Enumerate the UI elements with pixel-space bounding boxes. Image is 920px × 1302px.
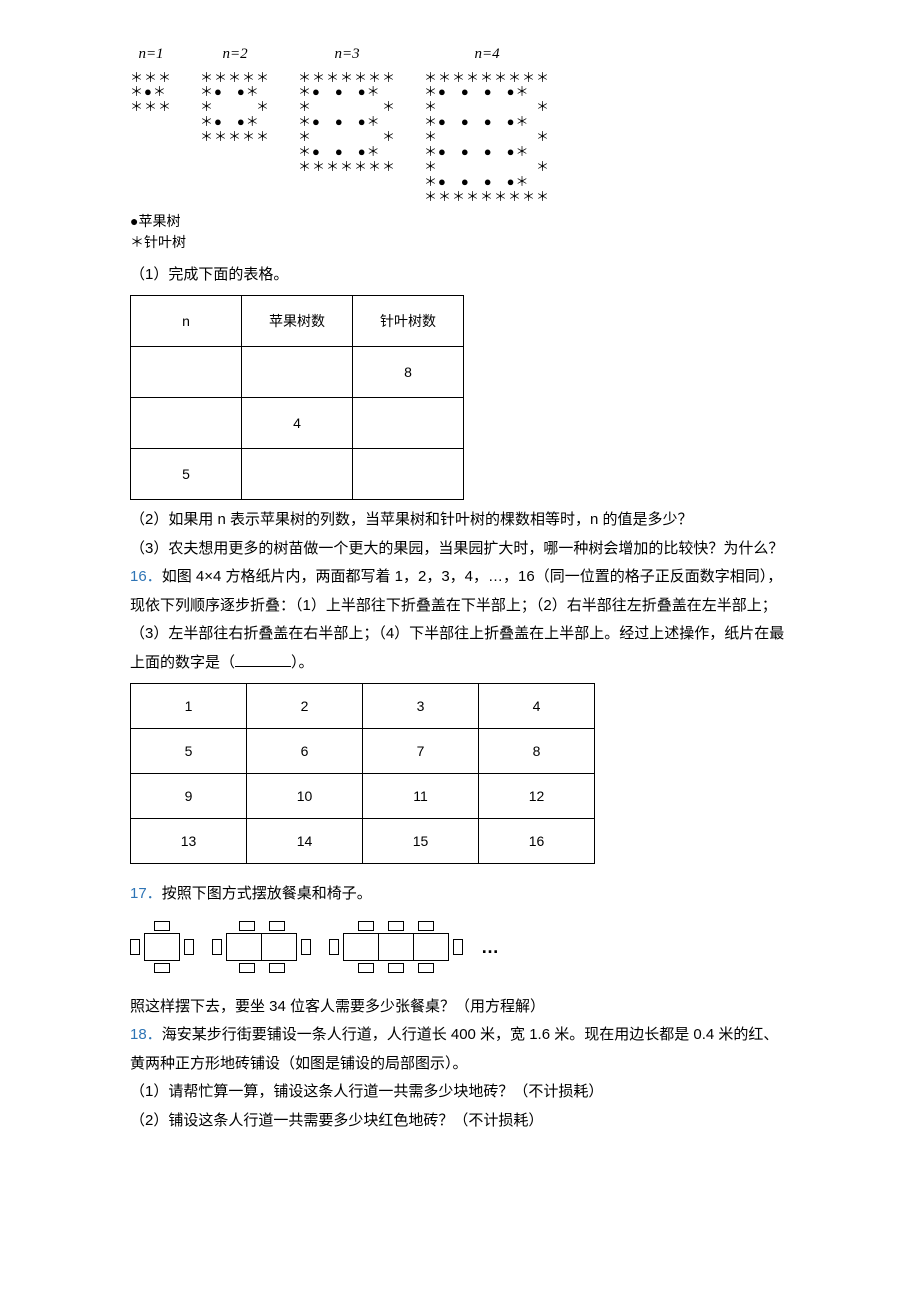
grid-cell: 16 xyxy=(479,819,595,864)
legend: ●苹果树 ＊针叶树 xyxy=(130,211,790,253)
q15-p1: （1）完成下面的表格。 xyxy=(130,261,790,290)
chair-icon xyxy=(358,921,374,931)
chair-icon xyxy=(239,921,255,931)
tree-block-2: n=2 ＊＊＊＊＊ ＊● ●＊ ＊ ＊ ＊● ●＊ ＊＊＊＊＊ xyxy=(200,40,270,145)
chair-icon xyxy=(154,963,170,973)
q18-p1: （1）请帮忙算一算，铺设这条人行道一共需多少块地砖？（不计损耗） xyxy=(130,1078,790,1107)
tree-block-4: n=4 ＊＊＊＊＊＊＊＊＊ ＊● ● ● ●＊ ＊ ＊ ＊● ● ● ●＊ ＊ … xyxy=(424,40,550,205)
table-cell: 5 xyxy=(131,449,242,500)
table-cell xyxy=(242,449,353,500)
grid-cell: 1 xyxy=(131,684,247,729)
grid-cell: 10 xyxy=(247,774,363,819)
chair-icon xyxy=(418,963,434,973)
grid-cell: 7 xyxy=(363,729,479,774)
table-header: n xyxy=(131,296,242,347)
chair-icon xyxy=(453,939,463,955)
q18-p2: （2）铺设这条人行道一共需要多少块红色地砖？（不计损耗） xyxy=(130,1107,790,1136)
table-header: 针叶树数 xyxy=(353,296,464,347)
n-label: n=2 xyxy=(222,40,247,69)
q18-num: 18． xyxy=(130,1026,162,1043)
tree-block-1: n=1 ＊＊＊ ＊●＊ ＊＊＊ xyxy=(130,40,172,115)
grid-cell: 3 xyxy=(363,684,479,729)
ellipsis-icon: … xyxy=(481,930,499,964)
chair-icon xyxy=(130,939,140,955)
n-label: n=1 xyxy=(138,40,163,69)
table-cell xyxy=(353,398,464,449)
q16-text: 16．如图 4×4 方格纸片内，两面都写着 1，2，3，4，…，16（同一位置的… xyxy=(130,563,790,677)
chair-icon xyxy=(269,921,285,931)
grid-cell: 11 xyxy=(363,774,479,819)
grid-cell: 4 xyxy=(479,684,595,729)
q15-table: n 苹果树数 针叶树数 8 4 5 xyxy=(130,295,464,500)
grid-cell: 5 xyxy=(131,729,247,774)
chair-icon xyxy=(212,939,222,955)
table-header: 苹果树数 xyxy=(242,296,353,347)
blank-line xyxy=(235,651,291,667)
tree-grid: ＊＊＊ ＊●＊ ＊＊＊ xyxy=(130,71,172,116)
table-cell xyxy=(131,347,242,398)
chair-icon xyxy=(418,921,434,931)
q16-body-a: 如图 4×4 方格纸片内，两面都写着 1，2，3，4，…，16（同一位置的格子正… xyxy=(130,568,784,671)
table-icon xyxy=(144,933,180,961)
q16-grid: 1 2 3 4 5 6 7 8 9 10 11 12 13 14 15 16 xyxy=(130,683,595,864)
grid-cell: 13 xyxy=(131,819,247,864)
grid-cell: 8 xyxy=(479,729,595,774)
q16-body-b: ）。 xyxy=(291,654,314,671)
grid-cell: 9 xyxy=(131,774,247,819)
tree-grid: ＊＊＊＊＊＊＊ ＊● ● ●＊ ＊ ＊ ＊● ● ●＊ ＊ ＊ ＊● ● ●＊ … xyxy=(298,71,396,176)
q17-num: 17． xyxy=(130,885,162,902)
chair-icon xyxy=(154,921,170,931)
tree-grid: ＊＊＊＊＊＊＊＊＊ ＊● ● ● ●＊ ＊ ＊ ＊● ● ● ●＊ ＊ ＊ ＊●… xyxy=(424,71,550,205)
q17-body: 按照下图方式摆放餐桌和椅子。 xyxy=(162,885,372,902)
q17-text: 17．按照下图方式摆放餐桌和椅子。 xyxy=(130,880,790,909)
table-icon xyxy=(226,933,297,961)
grid-cell: 12 xyxy=(479,774,595,819)
chair-icon xyxy=(184,939,194,955)
chair-icon xyxy=(358,963,374,973)
tree-block-3: n=3 ＊＊＊＊＊＊＊ ＊● ● ●＊ ＊ ＊ ＊● ● ●＊ ＊ ＊ ＊● ●… xyxy=(298,40,396,175)
table-icon xyxy=(343,933,449,961)
grid-cell: 2 xyxy=(247,684,363,729)
chair-set xyxy=(130,919,194,975)
grid-cell: 15 xyxy=(363,819,479,864)
table-cell: 4 xyxy=(242,398,353,449)
q17-question: 照这样摆下去，要坐 34 位客人需要多少张餐桌？（用方程解） xyxy=(130,993,790,1022)
table-cell: 8 xyxy=(353,347,464,398)
n-label: n=4 xyxy=(474,40,499,69)
q18-body: 海安某步行街要铺设一条人行道，人行道长 400 米，宽 1.6 米。现在用边长都… xyxy=(130,1026,778,1072)
grid-cell: 14 xyxy=(247,819,363,864)
legend-pine: ＊针叶树 xyxy=(130,232,790,253)
chair-icon xyxy=(388,921,404,931)
q16-num: 16． xyxy=(130,568,162,585)
chair-diagram: … xyxy=(130,919,790,975)
table-cell xyxy=(353,449,464,500)
grid-cell: 6 xyxy=(247,729,363,774)
chair-set xyxy=(212,919,311,975)
q18-text: 18．海安某步行街要铺设一条人行道，人行道长 400 米，宽 1.6 米。现在用… xyxy=(130,1021,790,1078)
legend-apple: ●苹果树 xyxy=(130,211,790,232)
orchard-diagram: n=1 ＊＊＊ ＊●＊ ＊＊＊ n=2 ＊＊＊＊＊ ＊● ●＊ ＊ ＊ ＊● ●… xyxy=(130,40,790,253)
chair-icon xyxy=(388,963,404,973)
chair-icon xyxy=(239,963,255,973)
chair-icon xyxy=(301,939,311,955)
q15-p3: （3）农夫想用更多的树苗做一个更大的果园，当果园扩大时，哪一种树会增加的比较快？… xyxy=(130,535,790,564)
chair-set xyxy=(329,919,463,975)
n-label: n=3 xyxy=(334,40,359,69)
chair-icon xyxy=(269,963,285,973)
chair-icon xyxy=(329,939,339,955)
table-cell xyxy=(242,347,353,398)
tree-grid: ＊＊＊＊＊ ＊● ●＊ ＊ ＊ ＊● ●＊ ＊＊＊＊＊ xyxy=(200,71,270,146)
q15-p2: （2）如果用 n 表示苹果树的列数，当苹果树和针叶树的棵数相等时，n 的值是多少… xyxy=(130,506,790,535)
table-cell xyxy=(131,398,242,449)
